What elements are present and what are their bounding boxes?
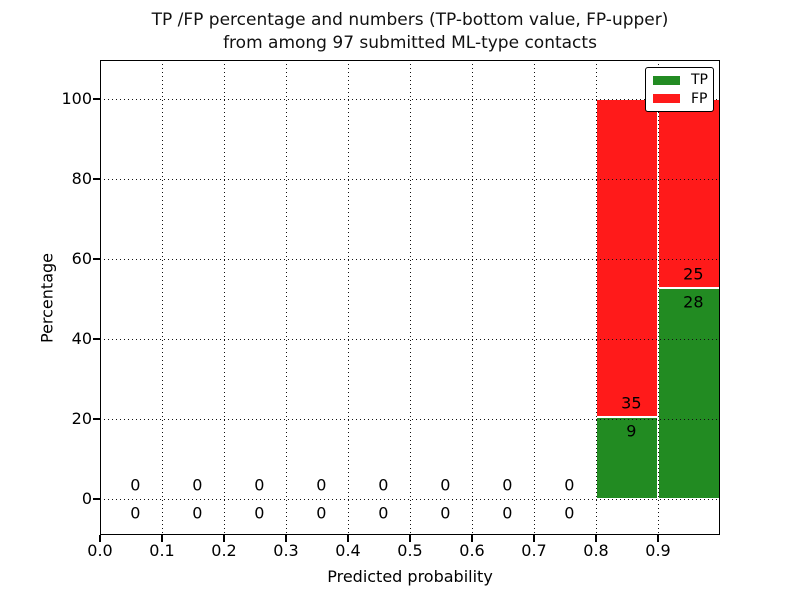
tp-count-label: 0 xyxy=(440,503,451,523)
v-gridline xyxy=(286,60,287,535)
x-tick-mark xyxy=(471,535,473,542)
fp-count-label: 25 xyxy=(683,264,704,284)
x-tick-label: 0.1 xyxy=(149,541,175,560)
x-tick-mark xyxy=(533,535,535,542)
legend-label-fp: FP xyxy=(691,90,708,107)
v-gridline xyxy=(348,60,349,535)
chart-title-line1: TP /FP percentage and numbers (TP-bottom… xyxy=(151,10,669,30)
fp-count-label: 0 xyxy=(316,475,327,495)
legend: TP FP xyxy=(645,67,714,112)
x-tick-label: 0.3 xyxy=(273,541,299,560)
y-tick-label: 0 xyxy=(81,489,92,508)
x-tick-label: 0.6 xyxy=(459,541,485,560)
tp-count-label: 0 xyxy=(378,503,389,523)
legend-label-tp: TP xyxy=(691,72,708,89)
x-tick-mark xyxy=(285,535,287,542)
y-tick-mark xyxy=(93,338,100,340)
v-gridline xyxy=(596,60,597,535)
x-tick-mark xyxy=(161,535,163,542)
bar-segment-fp xyxy=(596,99,658,418)
fp-count-label: 0 xyxy=(440,475,451,495)
y-axis-label: Percentage xyxy=(37,252,57,344)
x-tick-mark xyxy=(409,535,411,542)
x-tick-label: 0.8 xyxy=(583,541,609,560)
x-tick-label: 0.4 xyxy=(335,541,361,560)
y-tick-label: 80 xyxy=(71,169,92,188)
fp-count-label: 0 xyxy=(192,475,203,495)
fp-count-label: 0 xyxy=(254,475,265,495)
v-gridline xyxy=(410,60,411,535)
tp-count-label: 0 xyxy=(316,503,327,523)
y-tick-mark xyxy=(93,98,100,100)
y-tick-label: 60 xyxy=(71,249,92,268)
x-tick-mark xyxy=(347,535,349,542)
tp-count-label: 0 xyxy=(254,503,265,523)
chart-title-line2: from among 97 submitted ML-type contacts xyxy=(223,33,597,53)
tp-swatch-icon xyxy=(653,75,680,85)
x-axis-label: Predicted probability xyxy=(327,567,493,586)
y-tick-label: 20 xyxy=(71,409,92,428)
y-tick-mark xyxy=(93,498,100,500)
chart-title: TP /FP percentage and numbers (TP-bottom… xyxy=(100,9,720,55)
x-tick-label: 0.0 xyxy=(87,541,113,560)
tp-count-label: 0 xyxy=(130,503,141,523)
y-tick-mark xyxy=(93,418,100,420)
legend-item-tp: TP xyxy=(646,73,713,87)
x-tick-mark xyxy=(657,535,659,542)
bar-segment-tp xyxy=(596,417,658,499)
bar-segment-fp xyxy=(658,99,720,288)
y-tick-label: 40 xyxy=(71,329,92,348)
x-tick-label: 0.5 xyxy=(397,541,423,560)
fp-count-label: 0 xyxy=(502,475,513,495)
x-tick-mark xyxy=(99,535,101,542)
fp-count-label: 0 xyxy=(130,475,141,495)
v-gridline xyxy=(162,60,163,535)
x-tick-mark xyxy=(223,535,225,542)
fp-count-label: 0 xyxy=(564,475,575,495)
tp-count-label: 0 xyxy=(192,503,203,523)
v-gridline xyxy=(472,60,473,535)
x-tick-mark xyxy=(595,535,597,542)
legend-item-fp: FP xyxy=(646,92,713,106)
y-tick-label: 100 xyxy=(61,89,92,108)
tp-count-label: 0 xyxy=(564,503,575,523)
tp-count-label: 9 xyxy=(626,421,637,441)
x-tick-label: 0.2 xyxy=(211,541,237,560)
v-gridline xyxy=(534,60,535,535)
fp-count-label: 35 xyxy=(621,393,642,413)
tp-count-label: 28 xyxy=(683,292,704,312)
bar-segment-tp xyxy=(658,287,720,499)
v-gridline xyxy=(224,60,225,535)
x-tick-label: 0.7 xyxy=(521,541,547,560)
v-gridline xyxy=(658,60,659,535)
x-tick-label: 0.9 xyxy=(645,541,671,560)
fp-swatch-icon xyxy=(653,94,680,104)
y-tick-mark xyxy=(93,258,100,260)
tp-count-label: 0 xyxy=(502,503,513,523)
y-tick-mark xyxy=(93,178,100,180)
fp-count-label: 0 xyxy=(378,475,389,495)
